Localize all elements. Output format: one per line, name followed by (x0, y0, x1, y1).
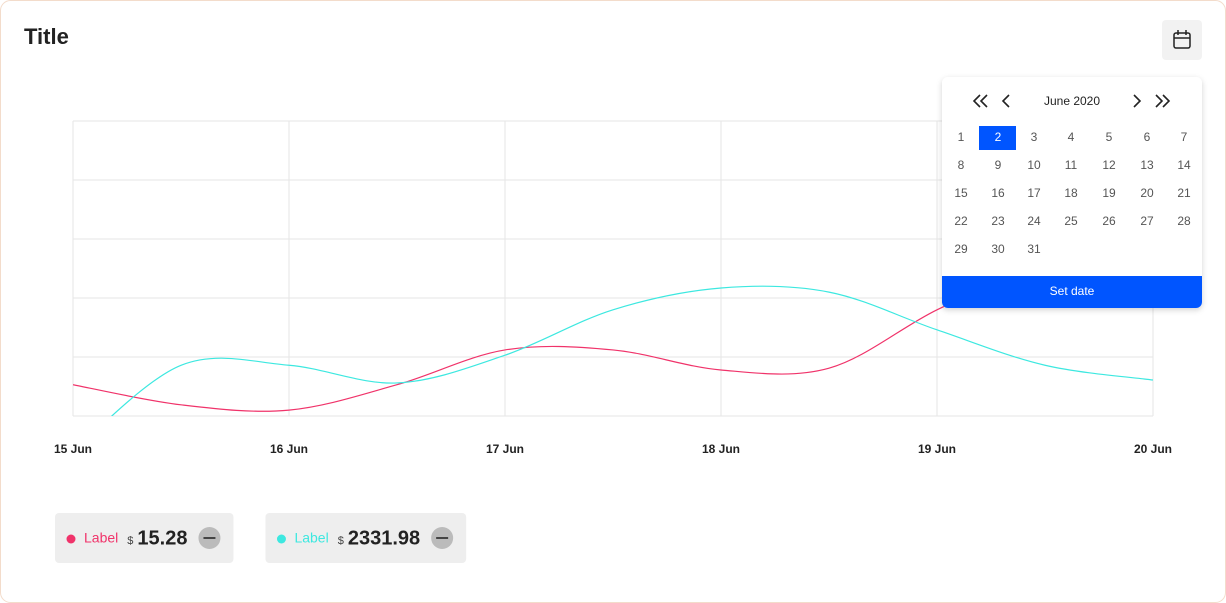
next-year[interactable] (1155, 94, 1171, 108)
day[interactable]: 21 (1177, 186, 1191, 200)
day[interactable]: 10 (1027, 158, 1041, 172)
currency: $ (127, 535, 133, 547)
day[interactable]: 15 (954, 186, 968, 200)
selected-day (979, 126, 1016, 150)
card-title: Title (24, 24, 69, 49)
day[interactable]: 26 (1102, 214, 1116, 228)
day[interactable]: 14 (1177, 158, 1191, 172)
day[interactable]: 1 (958, 130, 965, 144)
x-tick-label: 16 Jun (270, 442, 308, 456)
day[interactable]: 3 (1031, 130, 1038, 144)
day[interactable]: 24 (1027, 214, 1041, 228)
prev-month[interactable] (1001, 94, 1010, 108)
x-tick-label: 19 Jun (918, 442, 956, 456)
legend-label: Label (84, 530, 118, 546)
x-tick-label: 18 Jun (702, 442, 740, 456)
day[interactable]: 8 (958, 158, 965, 172)
day[interactable]: 12 (1102, 158, 1116, 172)
legend-chip: Label $15.28 (55, 513, 234, 563)
legend-dot (276, 534, 286, 544)
day[interactable]: 16 (991, 186, 1005, 200)
day[interactable]: 11 (1065, 158, 1078, 172)
day[interactable]: 20 (1140, 186, 1154, 200)
currency: $ (338, 535, 344, 547)
legend-total: 2331.98 (348, 527, 420, 549)
legend-dot (66, 534, 76, 544)
day[interactable]: 25 (1064, 214, 1078, 228)
x-tick-label: 20 Jun (1134, 442, 1172, 456)
day[interactable]: 13 (1140, 158, 1154, 172)
day[interactable]: 18 (1064, 186, 1078, 200)
legend-chip: Label $2331.98 (265, 513, 467, 563)
day[interactable]: 28 (1177, 214, 1191, 228)
next-month[interactable] (1133, 94, 1142, 108)
day[interactable]: 4 (1068, 130, 1075, 144)
day[interactable]: 9 (995, 158, 1002, 172)
day[interactable]: 7 (1181, 130, 1188, 144)
legend-label: Label (294, 530, 328, 546)
month-label: June 2020 (1044, 94, 1100, 108)
day[interactable]: 2 (995, 130, 1002, 144)
day[interactable]: 29 (954, 242, 968, 256)
calendar-button[interactable] (1162, 20, 1202, 60)
day[interactable]: 17 (1027, 186, 1041, 200)
set-date-button[interactable] (942, 276, 1202, 308)
remove-button[interactable] (431, 527, 454, 549)
chip-background (265, 513, 467, 563)
set-date-label[interactable]: Set date (1050, 284, 1095, 298)
day[interactable]: 22 (954, 214, 968, 228)
x-tick-label: 17 Jun (486, 442, 524, 456)
chip-background (55, 513, 234, 563)
remove-button[interactable] (198, 527, 221, 549)
day[interactable]: 19 (1102, 186, 1116, 200)
day[interactable]: 6 (1144, 130, 1151, 144)
series-line (110, 285, 1153, 416)
day[interactable]: 27 (1140, 214, 1154, 228)
day[interactable]: 5 (1106, 130, 1113, 144)
prev-year[interactable] (972, 94, 988, 108)
legend-total: 15.28 (137, 527, 187, 549)
day[interactable]: 31 (1027, 242, 1041, 256)
x-tick-label: 15 Jun (54, 442, 92, 456)
day[interactable]: 30 (991, 242, 1005, 256)
day[interactable]: 23 (991, 214, 1005, 228)
